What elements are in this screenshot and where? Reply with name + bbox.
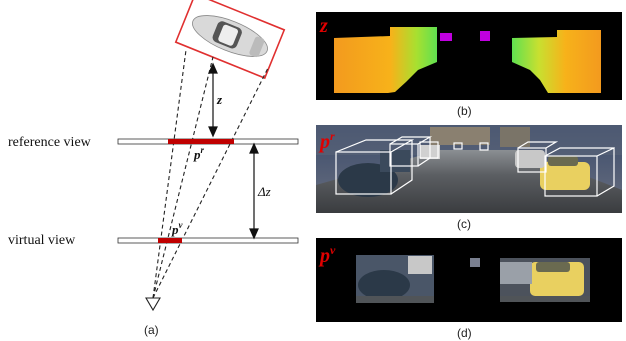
z-arrow: [208, 62, 218, 138]
crop-right: [500, 258, 590, 302]
delta-z-label: Δz: [257, 184, 271, 199]
right-car: [540, 162, 590, 190]
camera-rays: [152, 49, 269, 299]
camera-triangle-icon: [145, 297, 161, 312]
panel-b-symbol: z: [319, 15, 328, 37]
3d-bounding-boxes: [335, 136, 615, 197]
caption-b: (b): [457, 104, 472, 118]
p-v-label: pv: [171, 220, 184, 237]
panel-c: pr (c): [316, 125, 622, 231]
caption-a: (a): [144, 323, 159, 337]
depth-patch-1: [440, 33, 452, 41]
caption-c: (c): [457, 217, 471, 231]
car-top-view: [174, 0, 286, 80]
p-r-label: pr: [193, 145, 205, 162]
virtual-projection: [158, 238, 182, 243]
reference-projection: [168, 139, 234, 144]
panel-d-symbol: pv: [318, 243, 336, 267]
virtual-view-label: virtual view: [8, 233, 76, 248]
caption-d: (d): [457, 326, 472, 340]
depth-patch-2: [480, 31, 490, 41]
z-label: z: [216, 92, 223, 107]
panel-d: pv (d): [316, 238, 622, 340]
crop-left: [356, 255, 434, 303]
panel-b: z (b): [316, 12, 622, 118]
virtual-view-plane: [117, 237, 299, 244]
delta-z-arrow: [249, 142, 259, 240]
panel-a: z Δz reference view virtual view pr pv (…: [8, 0, 299, 337]
depth-region-right: [512, 30, 601, 93]
reference-view-label: reference view: [8, 135, 92, 150]
crop-center: [470, 258, 480, 267]
depth-region-left: [334, 27, 437, 93]
panel-c-symbol: pr: [318, 129, 335, 153]
